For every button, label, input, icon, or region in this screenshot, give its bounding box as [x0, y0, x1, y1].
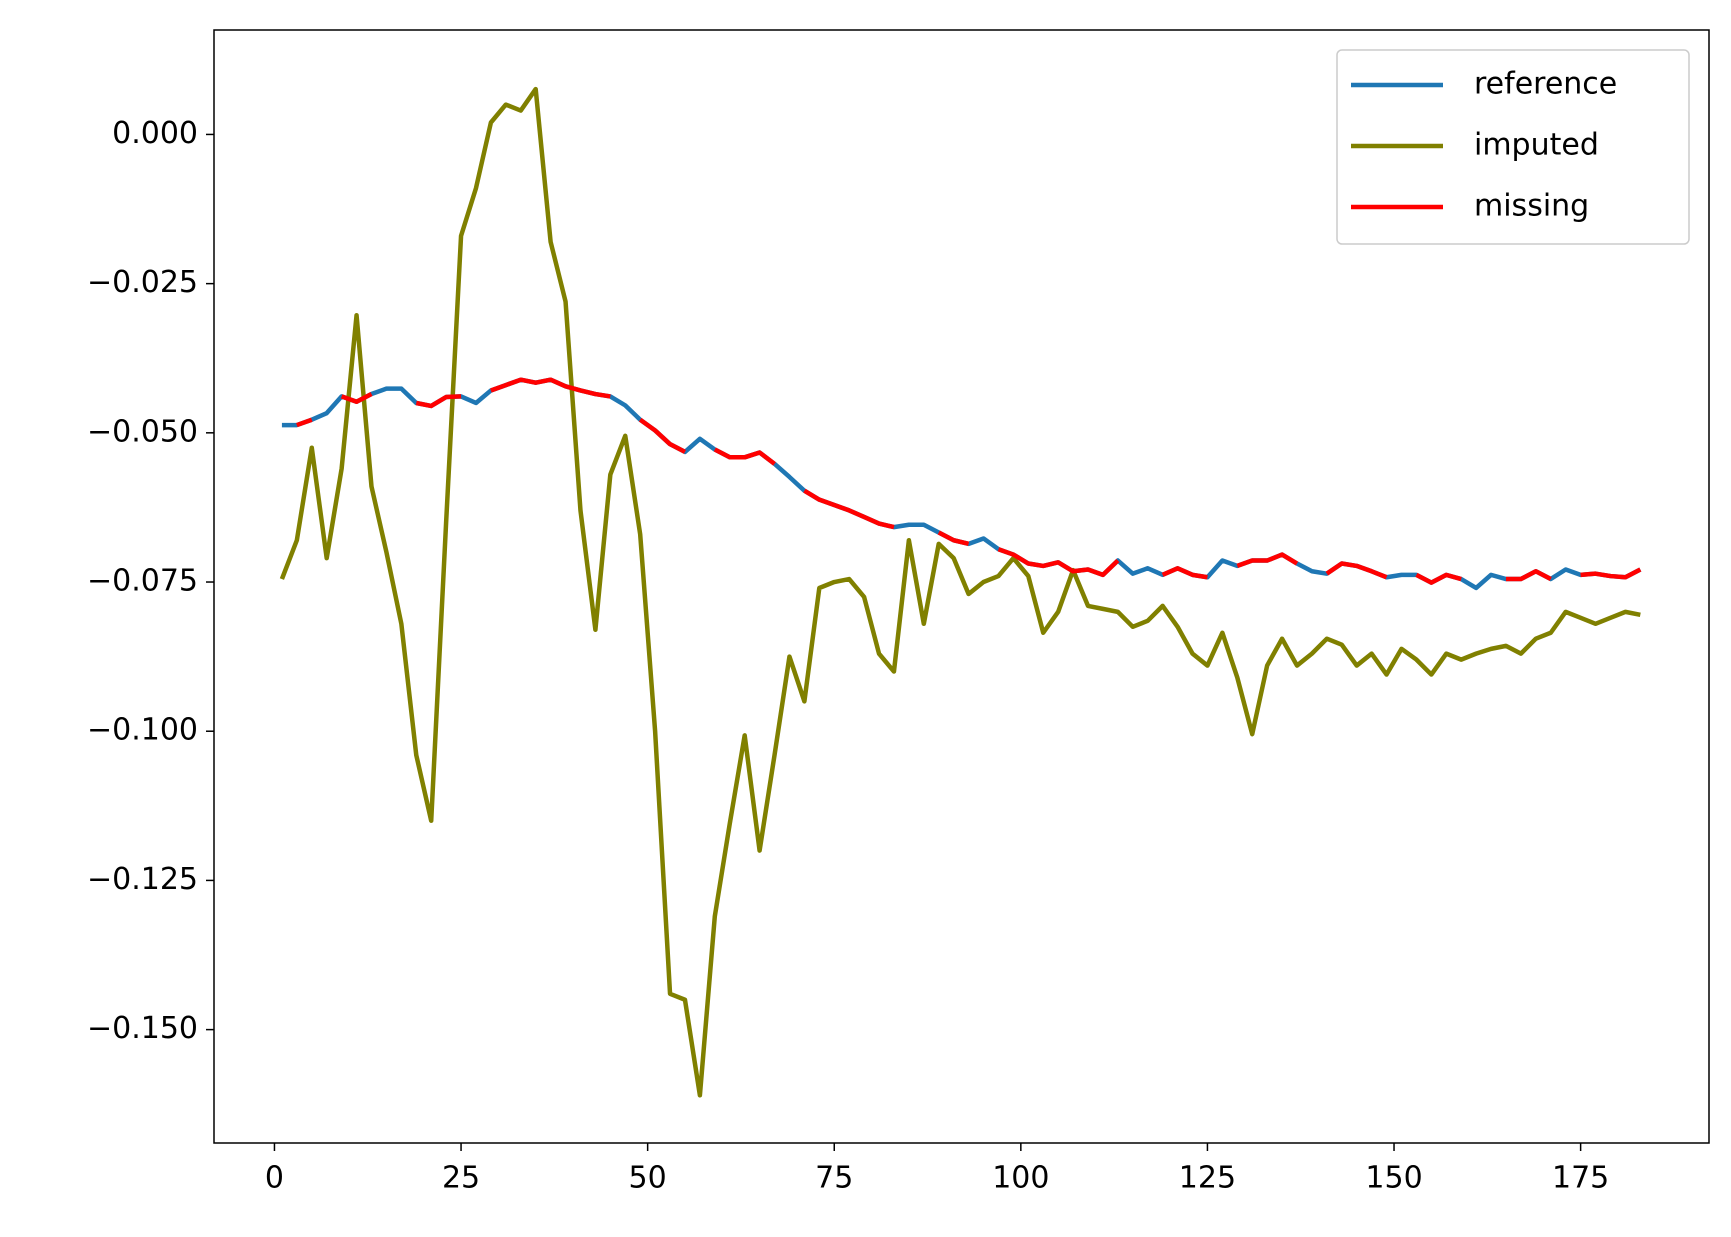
x-tick-label: 175 — [1552, 1161, 1609, 1196]
x-tick-label: 100 — [992, 1161, 1049, 1196]
x-tick-label: 75 — [815, 1161, 853, 1196]
x-tick-label: 0 — [265, 1161, 284, 1196]
plot-frame — [213, 29, 1710, 1144]
x-tick-label: 125 — [1179, 1161, 1236, 1196]
x-tick-label: 150 — [1365, 1161, 1422, 1196]
y-tick-label: −0.050 — [87, 414, 198, 449]
y-tick-label: −0.075 — [87, 564, 198, 599]
legend-label: reference — [1474, 67, 1617, 102]
x-tick-label: 25 — [442, 1161, 480, 1196]
y-tick-label: −0.025 — [87, 265, 198, 300]
y-tick-label: 0.000 — [112, 116, 198, 151]
line — [279, 86, 1641, 1098]
x-tick-label: 50 — [629, 1161, 667, 1196]
y-tick-label: −0.150 — [87, 1011, 198, 1046]
legend-label: missing — [1474, 189, 1589, 224]
y-tick-label: −0.125 — [87, 862, 198, 897]
legend-label: imputed — [1474, 128, 1599, 163]
y-tick-label: −0.100 — [87, 713, 198, 748]
line — [296, 377, 1642, 585]
legend-box — [1336, 49, 1690, 245]
